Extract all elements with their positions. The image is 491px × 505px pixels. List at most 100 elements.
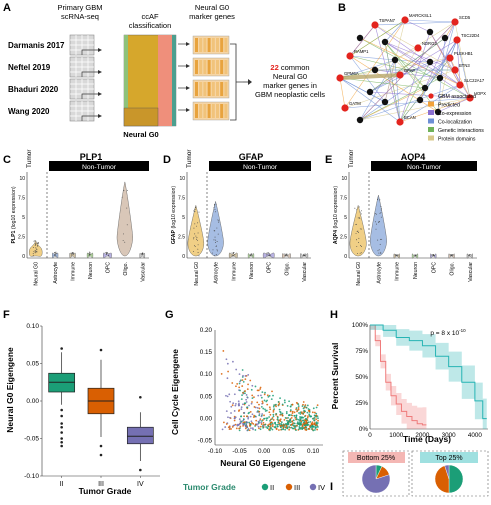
non-tumor-bar bbox=[371, 161, 477, 171]
i-bottom-label: Bottom 25% bbox=[357, 455, 395, 462]
violin-point bbox=[431, 254, 433, 256]
g-point bbox=[315, 418, 318, 421]
g-point bbox=[304, 410, 307, 413]
g-point bbox=[297, 403, 300, 406]
g-legend-label-II: II bbox=[270, 483, 274, 492]
violin-point bbox=[197, 248, 199, 250]
violin-xtick: OPC bbox=[105, 262, 111, 273]
legend-swatch-2 bbox=[428, 110, 434, 115]
g-point bbox=[242, 423, 245, 426]
violin-point bbox=[196, 225, 198, 227]
gene-node-label: GATM bbox=[349, 101, 361, 106]
g-point bbox=[235, 368, 238, 371]
g-point bbox=[258, 410, 261, 413]
g-point bbox=[230, 412, 232, 414]
g-point bbox=[270, 398, 273, 401]
g-point bbox=[293, 411, 296, 414]
gene-node-label: PLEKHB1 bbox=[454, 51, 474, 56]
g-point bbox=[263, 399, 266, 402]
g-point bbox=[316, 428, 319, 431]
violin-ylabel-rest: (log10 expression) bbox=[171, 186, 177, 230]
h-pvalue-base: p = 8 x 10 bbox=[430, 330, 459, 337]
violin-point bbox=[357, 253, 359, 254]
panel-e-letter: E bbox=[325, 154, 332, 166]
g-point bbox=[246, 421, 249, 424]
g-point bbox=[289, 418, 292, 421]
g-point bbox=[235, 385, 237, 388]
g-point bbox=[268, 406, 271, 409]
g-point bbox=[286, 419, 288, 422]
violin-point bbox=[126, 190, 128, 191]
g-point bbox=[248, 411, 251, 414]
g-point bbox=[222, 350, 225, 352]
g-point bbox=[297, 407, 300, 409]
g-point bbox=[284, 423, 287, 425]
marker-gene-bar bbox=[199, 38, 203, 52]
f-xtick: III bbox=[98, 481, 104, 488]
g-point bbox=[272, 410, 275, 413]
g-point bbox=[288, 426, 291, 428]
g-point bbox=[262, 407, 265, 410]
f-outlier bbox=[60, 440, 63, 444]
violin-ytick: 0 bbox=[344, 254, 347, 260]
g-point bbox=[289, 410, 292, 413]
g-point bbox=[229, 416, 231, 419]
violin-point bbox=[194, 246, 196, 247]
g-point bbox=[311, 411, 314, 414]
g-point bbox=[239, 425, 242, 428]
arrow2-head-2 bbox=[186, 86, 190, 90]
g-point bbox=[284, 428, 287, 431]
panel-d-letter: D bbox=[163, 154, 171, 166]
violin-point bbox=[36, 251, 38, 253]
gene-node bbox=[434, 108, 442, 116]
violin-point bbox=[197, 244, 199, 246]
marker-box-3 bbox=[192, 101, 230, 121]
g-point bbox=[257, 389, 260, 392]
violin-point bbox=[121, 196, 123, 198]
g-point bbox=[300, 423, 303, 426]
violin-point bbox=[198, 255, 200, 257]
violin-point bbox=[234, 254, 236, 256]
violin-point bbox=[193, 250, 195, 252]
violin-point bbox=[194, 223, 196, 225]
network-edge bbox=[437, 57, 451, 113]
violin-point bbox=[360, 252, 362, 254]
violin-vascular bbox=[139, 252, 146, 259]
g-point bbox=[260, 421, 263, 424]
g-point bbox=[276, 418, 279, 420]
g-point bbox=[317, 417, 319, 420]
i-top-box bbox=[411, 450, 489, 497]
violin-xtick: Vascular bbox=[468, 262, 474, 282]
g-point bbox=[259, 428, 262, 431]
i-bottom-box bbox=[342, 450, 410, 497]
i-top-label: Top 25% bbox=[435, 455, 462, 462]
marker-box-0 bbox=[192, 35, 230, 55]
g-point bbox=[285, 412, 288, 415]
violin-point bbox=[380, 252, 382, 254]
g-point bbox=[313, 419, 316, 421]
f-outlier bbox=[60, 422, 63, 425]
g-point bbox=[291, 422, 294, 425]
network-edge bbox=[404, 19, 431, 33]
g-point bbox=[251, 422, 253, 424]
g-point bbox=[303, 424, 306, 427]
network-edge bbox=[349, 24, 376, 57]
g-point bbox=[243, 411, 246, 414]
network-edge bbox=[374, 24, 461, 86]
g-point bbox=[291, 410, 294, 413]
g-point bbox=[271, 416, 274, 419]
violin-ytick: 7.5 bbox=[340, 196, 347, 202]
legend-swatch-4 bbox=[428, 127, 434, 132]
violin-point bbox=[37, 242, 39, 244]
g-point bbox=[285, 411, 288, 413]
g-point bbox=[268, 423, 271, 426]
g-point bbox=[287, 416, 289, 419]
g-point bbox=[277, 400, 280, 403]
h-survival: 100% 75% 50% 25% 0%0 1000 2000 3000 4000 bbox=[352, 322, 488, 439]
gene-node-label: MARCKSL1 bbox=[409, 13, 432, 18]
marker-gene-bar bbox=[207, 82, 211, 96]
violin-xtick: Neuron bbox=[88, 262, 94, 279]
g-point bbox=[274, 422, 276, 425]
g-point bbox=[297, 418, 300, 421]
